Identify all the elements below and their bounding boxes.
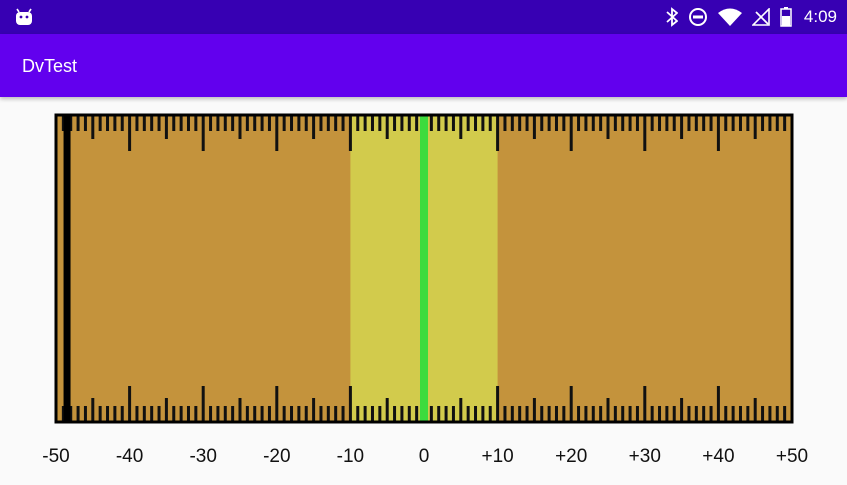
gauge-tick-label: -30 (189, 446, 216, 467)
android-icon (16, 8, 32, 25)
status-time: 4:09 (803, 7, 837, 26)
gauge-tick-label: -10 (337, 446, 364, 467)
gauge-tick-label: +50 (776, 446, 808, 467)
gauge[interactable]: -50 -40 -30 -20 -10 0 +10 +20 +30 +40 +50 (0, 100, 847, 480)
gauge-tick-label: +10 (481, 446, 513, 467)
gauge-area: -50 -40 -30 -20 -10 0 +10 +20 +30 +40 +50 (0, 100, 847, 480)
no-signal-icon (751, 8, 770, 26)
bluetooth-icon (666, 7, 678, 27)
status-bar: 4:09 (0, 0, 847, 34)
gauge-tick-label: -40 (116, 446, 143, 467)
gauge-tick-label: -50 (42, 446, 69, 467)
gauge-border (54, 113, 794, 424)
gauge-tick-label: 0 (419, 446, 430, 467)
gauge-tick-label: +30 (629, 446, 661, 467)
gauge-tick-label: +40 (702, 446, 734, 467)
gauge-tick-label: +20 (555, 446, 587, 467)
app-title: DvTest (22, 56, 78, 76)
wifi-icon (717, 8, 742, 26)
gauge-tick-label: -20 (263, 446, 290, 467)
battery-icon (780, 7, 792, 27)
app-bar: DvTest (0, 34, 847, 97)
do-not-disturb-icon (688, 8, 707, 26)
